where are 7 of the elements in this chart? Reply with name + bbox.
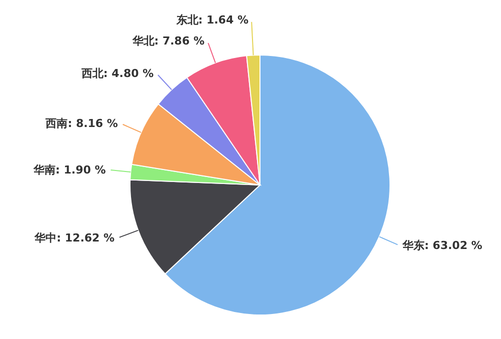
slice-label: 华南: 1.90 % [32, 163, 106, 176]
slice-label: 西南: 8.16 % [44, 117, 118, 130]
slice-label: 华东: 63.02 % [401, 238, 482, 252]
slice-label: 华中: 12.62 % [34, 232, 115, 245]
slice-label: 西北: 4.80 % [80, 67, 154, 80]
slice-label: 华北: 7.86 % [131, 34, 204, 48]
slice-label: 东北: 1.64 % [175, 13, 248, 26]
